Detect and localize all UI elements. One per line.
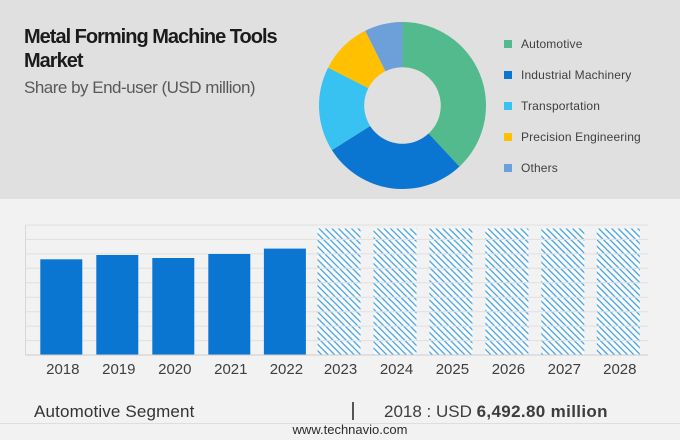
svg-text:2022: 2022 <box>270 361 303 378</box>
svg-text:2025: 2025 <box>436 361 469 378</box>
svg-text:2026: 2026 <box>492 361 525 378</box>
svg-text:2021: 2021 <box>214 361 247 378</box>
svg-text:2020: 2020 <box>158 361 191 378</box>
svg-text:2019: 2019 <box>102 361 135 378</box>
svg-text:2023: 2023 <box>324 361 357 378</box>
svg-text:2018: 2018 <box>46 361 79 378</box>
svg-text:2027: 2027 <box>548 361 581 378</box>
svg-text:2028: 2028 <box>603 361 636 378</box>
svg-text:2024: 2024 <box>380 361 413 378</box>
